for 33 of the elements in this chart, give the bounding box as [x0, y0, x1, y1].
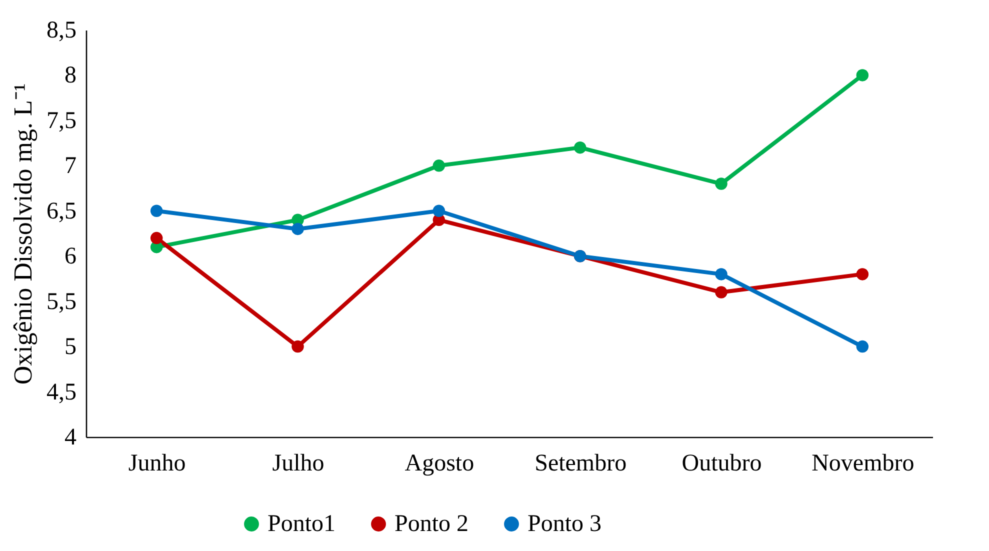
y-tick-label: 7: [64, 153, 76, 180]
y-tick-label: 6,5: [46, 198, 76, 224]
x-tick-label: Outubro: [682, 450, 762, 476]
legend-label: Ponto 3: [528, 511, 602, 537]
x-tick-label: Setembro: [534, 450, 627, 476]
y-tick-label: 5,5: [46, 288, 76, 315]
point: [150, 204, 163, 217]
point: [432, 204, 446, 217]
x-tick-label: Julho: [272, 450, 324, 476]
x-tick-label: Junho: [128, 450, 186, 476]
y-axis-title: Oxigênio Dissolvido mg. L⁻¹: [8, 83, 38, 385]
x-tick-label: Novembro: [812, 450, 914, 476]
y-tick-label: 5: [64, 334, 76, 360]
point: [715, 286, 728, 298]
point: [292, 222, 304, 236]
point: [432, 160, 446, 172]
y-tick-label: 4: [64, 424, 76, 450]
point: [574, 141, 586, 154]
y-tick-label: 8,5: [46, 18, 76, 44]
y-tick-label: 4,5: [46, 379, 76, 406]
point: [856, 340, 869, 353]
y-tick-label: 7,5: [46, 108, 76, 134]
point: [150, 232, 163, 244]
point: [856, 69, 869, 82]
x-tick-label: Agosto: [404, 450, 474, 476]
point: [715, 268, 728, 280]
point: [856, 268, 869, 280]
point: [292, 340, 304, 353]
y-tick-label: 8: [64, 62, 76, 89]
legend-label: Ponto1: [268, 511, 336, 537]
legend-label: Ponto 2: [394, 511, 469, 537]
y-tick-label: 6: [64, 244, 76, 270]
point: [715, 178, 728, 190]
